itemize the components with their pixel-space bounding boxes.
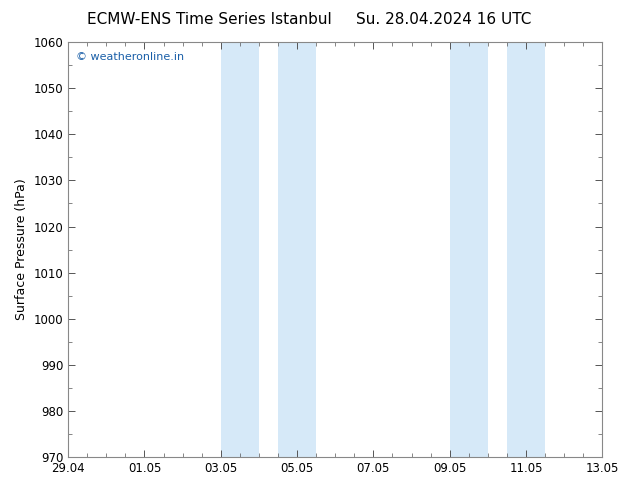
- Text: ECMW-ENS Time Series Istanbul: ECMW-ENS Time Series Istanbul: [87, 12, 332, 27]
- Text: Su. 28.04.2024 16 UTC: Su. 28.04.2024 16 UTC: [356, 12, 531, 27]
- Bar: [221, 42, 259, 457]
- Bar: [507, 42, 545, 457]
- Text: © weatheronline.in: © weatheronline.in: [76, 52, 184, 62]
- Y-axis label: Surface Pressure (hPa): Surface Pressure (hPa): [15, 179, 28, 320]
- Bar: [278, 42, 316, 457]
- Bar: [450, 42, 488, 457]
